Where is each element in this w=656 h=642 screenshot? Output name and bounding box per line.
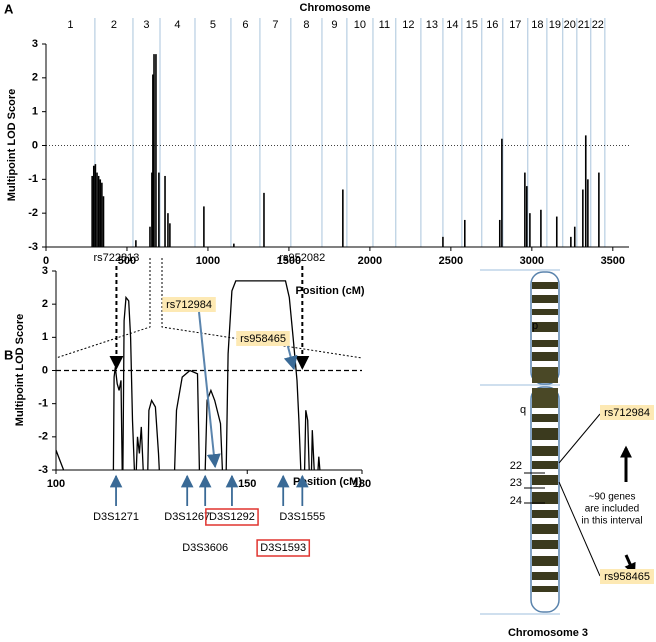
x-tick-label: 2000	[358, 255, 382, 267]
chromosome-label: 16	[486, 19, 498, 31]
note: are included	[585, 504, 639, 515]
chromosome-label: 1	[67, 19, 73, 31]
chromosome-label: 15	[466, 19, 478, 31]
chromosome-label: 3	[143, 19, 149, 31]
marker-label: D3S1555	[279, 511, 325, 523]
highlight	[600, 569, 654, 584]
chromosome-label: 21	[578, 19, 590, 31]
y-tick-label: -3	[28, 241, 38, 253]
marker-label: rs722813	[93, 252, 139, 264]
y-tick-label: 2	[32, 72, 38, 84]
chromosome-label: 20	[564, 19, 576, 31]
x-tick-label: 2500	[439, 255, 463, 267]
chromosome-label: 2	[111, 19, 117, 31]
highlight	[162, 297, 216, 312]
marker-label: rs712984	[166, 299, 212, 311]
panel-label: A	[4, 1, 14, 16]
y-axis-label: Multipoint LOD Score	[14, 314, 26, 426]
bands	[532, 282, 558, 592]
ideogram-title: Chromosome 3	[508, 627, 588, 639]
zoom-connector	[55, 258, 363, 359]
ideogram	[480, 269, 654, 615]
y-tick-label: -1	[28, 173, 38, 185]
arm-label: q	[520, 404, 526, 416]
x-axis-label: Position (cM)	[295, 285, 364, 297]
x-tick-label: 100	[47, 478, 65, 490]
lod-line	[55, 280, 321, 471]
y-tick-label: 0	[42, 364, 48, 376]
marker-label: D3S1271	[93, 511, 139, 523]
chromosome-label: 22	[592, 19, 604, 31]
marker-label: rs952082	[279, 252, 325, 264]
x-tick-label: 3000	[520, 255, 544, 267]
marker-label: D3S1267	[164, 511, 210, 523]
y-tick-label: 0	[32, 139, 38, 151]
interval-line	[558, 481, 601, 577]
chromosome-label: 12	[402, 19, 414, 31]
chromosome-label: 19	[549, 19, 561, 31]
chromosome-label: 17	[509, 19, 521, 31]
band-label: 22	[510, 460, 522, 472]
marker-label: rs958465	[604, 571, 650, 583]
y-tick-label: 1	[32, 106, 38, 118]
band-label: 23	[510, 477, 522, 489]
chromosome-label: 13	[426, 19, 438, 31]
x-tick-label: 1500	[277, 255, 301, 267]
y-tick-label: -1	[38, 398, 48, 410]
y-tick-label: -2	[28, 207, 38, 219]
y-axis-label: Multipoint LOD Score	[6, 89, 18, 201]
chromosome-label: 4	[174, 19, 180, 31]
marker-label: D3S3606	[182, 542, 228, 554]
arm-label: p	[532, 320, 538, 332]
marker-label: D3S1593	[260, 542, 306, 554]
note: in this interval	[581, 516, 642, 527]
highlight	[600, 405, 654, 420]
marker-arrow	[198, 311, 221, 469]
marker-label: D3S1292	[209, 511, 255, 523]
interval-line	[558, 413, 601, 464]
chromosome-label: 6	[242, 19, 248, 31]
chart-title: Chromosome	[300, 2, 371, 14]
chromosome-label: 18	[531, 19, 543, 31]
chromosome-label: 7	[272, 19, 278, 31]
y-tick-label: 3	[32, 38, 38, 50]
highlight	[236, 331, 290, 346]
chromosome-label: 14	[446, 19, 458, 31]
x-tick-label: 1000	[196, 255, 220, 267]
chromosome-label: 10	[354, 19, 366, 31]
x-tick-label: 500	[118, 255, 136, 267]
marker-label: rs712984	[604, 407, 650, 419]
marker-box	[256, 539, 311, 557]
marker-arrow	[283, 345, 298, 371]
panel-label: B	[4, 347, 13, 362]
y-tick-label: 2	[42, 298, 48, 310]
y-tick-label: 3	[42, 265, 48, 277]
x-tick-label: 0	[43, 255, 49, 267]
x-tick-label: 180	[353, 478, 371, 490]
y-tick-label: -2	[38, 431, 48, 443]
x-axis-label: Position (cM)	[293, 476, 362, 488]
x-tick-label: 3500	[601, 255, 625, 267]
note: ~90 genes	[589, 492, 636, 503]
marker-box	[205, 508, 259, 526]
y-tick-label: -3	[38, 464, 48, 476]
chromosome-label: 9	[331, 19, 337, 31]
chromosome-label: 5	[210, 19, 216, 31]
chromosome-label: 11	[379, 19, 390, 31]
x-tick-label: 150	[238, 478, 256, 490]
y-tick-label: 1	[42, 331, 48, 343]
chromosome-label: 8	[303, 19, 309, 31]
marker-label: rs958465	[240, 333, 286, 345]
band-label: 24	[510, 495, 522, 507]
